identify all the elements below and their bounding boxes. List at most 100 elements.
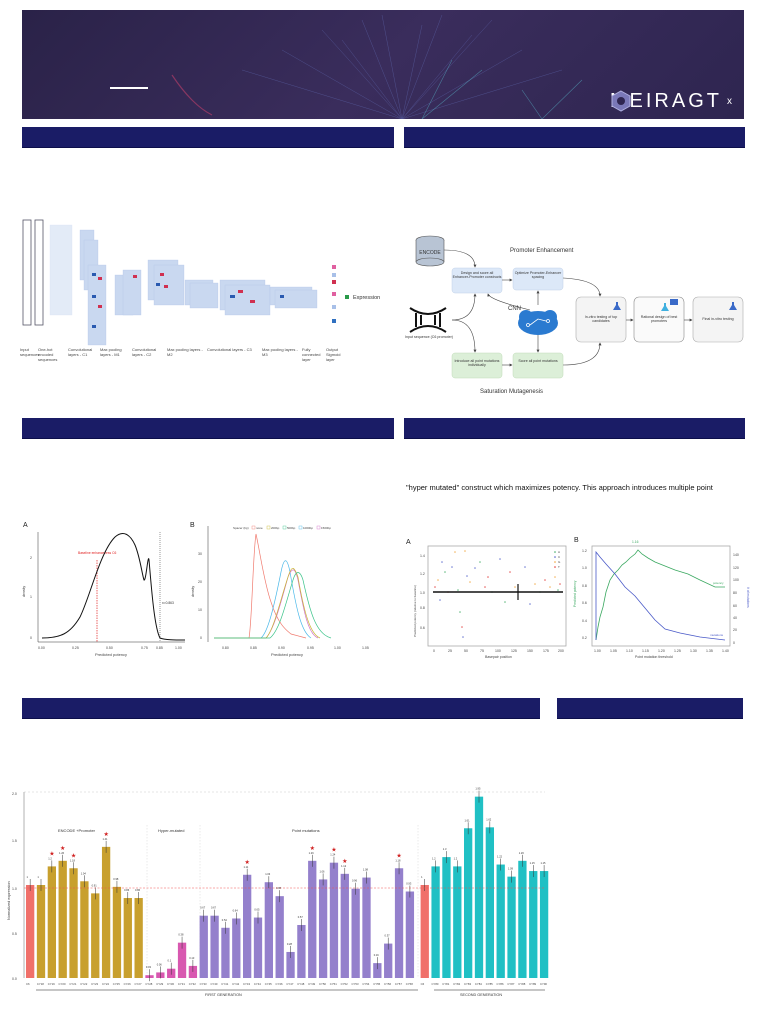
svg-text:0.57: 0.57	[298, 915, 304, 919]
svg-text:1.18: 1.18	[395, 858, 401, 862]
svg-text:1.00: 1.00	[334, 646, 341, 650]
svg-text:1.06: 1.06	[319, 869, 325, 873]
svg-text:0.98: 0.98	[113, 877, 119, 881]
svg-text:CY53: CY53	[352, 982, 359, 986]
svg-text:0.67: 0.67	[200, 906, 206, 910]
y-axis-label: Normalized expression	[7, 881, 11, 920]
svg-text:0.4: 0.4	[582, 619, 587, 623]
panel-label-a: A	[23, 522, 28, 529]
svg-text:1500bp: 1500bp	[321, 526, 331, 530]
svg-text:1: 1	[421, 875, 423, 879]
first-generation-label: FIRST GENERATION	[205, 993, 242, 997]
bar	[26, 885, 35, 978]
svg-text:1.41: 1.41	[102, 837, 108, 841]
svg-text:1.15: 1.15	[540, 861, 546, 865]
svg-text:CY44: CY44	[254, 982, 261, 986]
svg-text:0.00: 0.00	[38, 646, 45, 650]
bar	[318, 879, 328, 978]
svg-text:CY86: CY86	[497, 982, 504, 986]
svg-text:1.05: 1.05	[610, 649, 617, 653]
second-generation-label: SECOND GENERATION	[460, 993, 502, 997]
expression-label: Expression	[353, 295, 380, 301]
svg-text:# of mutations: # of mutations	[746, 587, 750, 608]
svg-text:0.85: 0.85	[156, 646, 163, 650]
svg-text:0.6: 0.6	[420, 626, 425, 630]
svg-text:T: T	[558, 565, 560, 569]
brain-cloud-icon	[518, 310, 558, 335]
panel-label-b2: B	[574, 537, 579, 544]
stage-label: Max pooling layers - M1	[100, 347, 122, 357]
bar	[188, 965, 198, 978]
bar	[69, 868, 78, 978]
svg-text:1.2: 1.2	[582, 549, 587, 553]
bar	[286, 951, 295, 978]
significance-star-icon: ★	[245, 859, 250, 866]
svg-text:1.00: 1.00	[594, 649, 601, 653]
svg-text:25: 25	[448, 649, 452, 653]
svg-text:ENCODE: ENCODE	[419, 250, 441, 256]
svg-text:Predicted potency (relative to: Predicted potency (relative to baseline)	[413, 585, 417, 637]
svg-text:0.06: 0.06	[157, 962, 163, 966]
svg-text:CY32: CY32	[189, 982, 196, 986]
svg-text:Predicted potency: Predicted potency	[271, 652, 303, 657]
bar	[362, 877, 371, 978]
svg-text:CY81: CY81	[442, 982, 449, 986]
stage-label: Input sequences	[20, 347, 40, 357]
legend-title: Spacer (bp)	[233, 526, 249, 530]
svg-text:80: 80	[733, 591, 737, 595]
bar	[80, 881, 89, 978]
scatter-points	[434, 550, 561, 638]
svg-text:125: 125	[511, 649, 517, 653]
density-chart-a: A 0 1 2 0.00 0.25 0.50 0.75 0.85 1.00 Pr…	[20, 512, 190, 660]
svg-text:1.2: 1.2	[48, 856, 52, 860]
svg-text:1.30: 1.30	[690, 649, 697, 653]
section-header-4	[404, 418, 745, 439]
bar	[210, 915, 219, 978]
stage-label: Max pooling layers - M2	[167, 347, 203, 357]
svg-text:0.54: 0.54	[222, 918, 228, 922]
bar	[405, 891, 415, 978]
bar	[464, 828, 473, 978]
svg-text:0.28: 0.28	[287, 942, 293, 946]
svg-text:CY25: CY25	[113, 982, 120, 986]
significance-star-icon: ★	[71, 852, 76, 859]
design-flask-icon	[661, 299, 678, 311]
svg-text:1.61: 1.61	[465, 818, 471, 822]
svg-text:1.03: 1.03	[265, 872, 271, 876]
section-header-5	[22, 698, 540, 719]
title-underline	[110, 87, 148, 89]
svg-text:1.2: 1.2	[420, 572, 425, 576]
bar	[453, 866, 462, 978]
svg-text:CY58: CY58	[406, 982, 413, 986]
design-score-box	[451, 267, 503, 294]
svg-text:175: 175	[543, 649, 549, 653]
svg-text:1.20: 1.20	[658, 649, 665, 653]
svg-text:C6: C6	[26, 982, 30, 986]
svg-text:0.86: 0.86	[135, 888, 141, 892]
density-curve	[41, 533, 186, 641]
svg-text:CY82: CY82	[453, 982, 460, 986]
bar	[123, 898, 132, 978]
svg-text:1.4: 1.4	[420, 554, 425, 558]
density-chart-b: B Spacer (bp) none 200bp 500bp 1000bp 15…	[186, 512, 376, 660]
svg-text:Baseline enhancerless C6: Baseline enhancerless C6	[78, 551, 116, 555]
svg-text:0: 0	[733, 641, 735, 645]
cnn-label: CNN	[508, 306, 521, 312]
svg-text:density: density	[191, 586, 195, 597]
svg-text:Point mutation threshold: Point mutation threshold	[635, 655, 673, 659]
svg-text:1000bp: 1000bp	[303, 526, 313, 530]
promoter-workflow-diagram: ENCODE Promoter Enhancement Saturation M…	[400, 225, 760, 405]
svg-text:CY87: CY87	[507, 982, 514, 986]
bar	[351, 888, 360, 978]
svg-text:CY33: CY33	[200, 982, 207, 986]
svg-text:0.03: 0.03	[146, 965, 152, 969]
svg-text:CY43: CY43	[243, 982, 250, 986]
svg-text:150: 150	[527, 649, 533, 653]
svg-text:75: 75	[480, 649, 484, 653]
bar	[384, 943, 393, 978]
svg-text:1.95: 1.95	[475, 787, 481, 791]
svg-text:0.2: 0.2	[582, 636, 587, 640]
bar	[539, 871, 549, 978]
svg-text:CY21: CY21	[69, 982, 76, 986]
svg-text:0.1: 0.1	[168, 959, 172, 963]
